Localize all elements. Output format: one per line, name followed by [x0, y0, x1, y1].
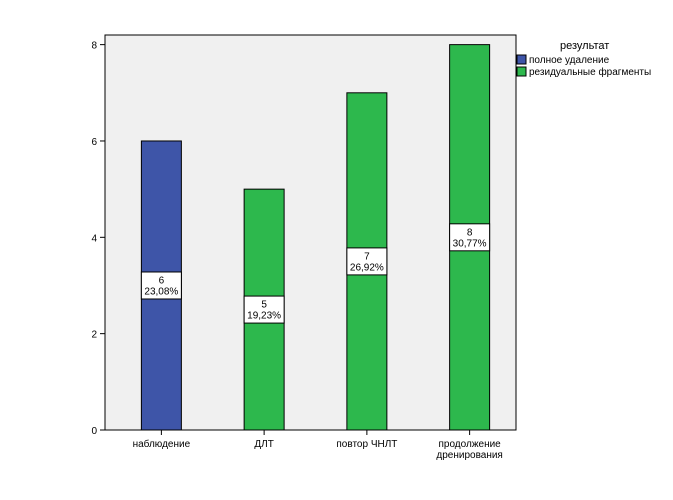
y-tick-label: 0	[91, 426, 97, 437]
legend-title: результат	[560, 40, 609, 52]
data-label-count: 8	[467, 227, 473, 238]
legend-label: резидуальные фрагменты	[529, 66, 651, 78]
y-tick-label: 4	[91, 233, 97, 244]
x-category-label: ДЛТ	[254, 439, 273, 450]
y-tick-label: 6	[91, 137, 97, 148]
legend-swatch	[516, 54, 527, 65]
data-label-percent: 23,08%	[144, 286, 178, 297]
x-category-label: продолжение	[438, 439, 501, 450]
data-label-count: 5	[261, 300, 267, 311]
x-category-label: повтор ЧНЛТ	[336, 439, 397, 450]
y-tick-label: 8	[91, 41, 97, 52]
x-axis: наблюдение ДЛТ повтор ЧНЛТ продолжениедрени…	[133, 430, 503, 461]
data-label-percent: 30,77%	[453, 238, 487, 249]
x-category-label: дренирования	[436, 450, 502, 461]
data-label-count: 7	[364, 251, 370, 262]
data-label-box	[243, 295, 285, 324]
x-category-label: наблюдение	[133, 438, 191, 450]
data-label-percent: 26,92%	[350, 262, 384, 273]
data-label-count: 6	[159, 275, 165, 286]
data-label-box	[346, 247, 388, 276]
data-label-percent: 19,23%	[247, 311, 281, 322]
legend-swatch	[516, 66, 527, 77]
y-tick-label: 2	[91, 330, 97, 341]
data-label-box	[140, 271, 182, 300]
data-label-box	[449, 223, 491, 252]
y-axis: 0 2 4 6 8	[91, 41, 105, 437]
legend-label: полное удаление	[529, 55, 610, 66]
data-labels: 623,08% 519,23% 726,92% 830,77%	[140, 223, 491, 324]
